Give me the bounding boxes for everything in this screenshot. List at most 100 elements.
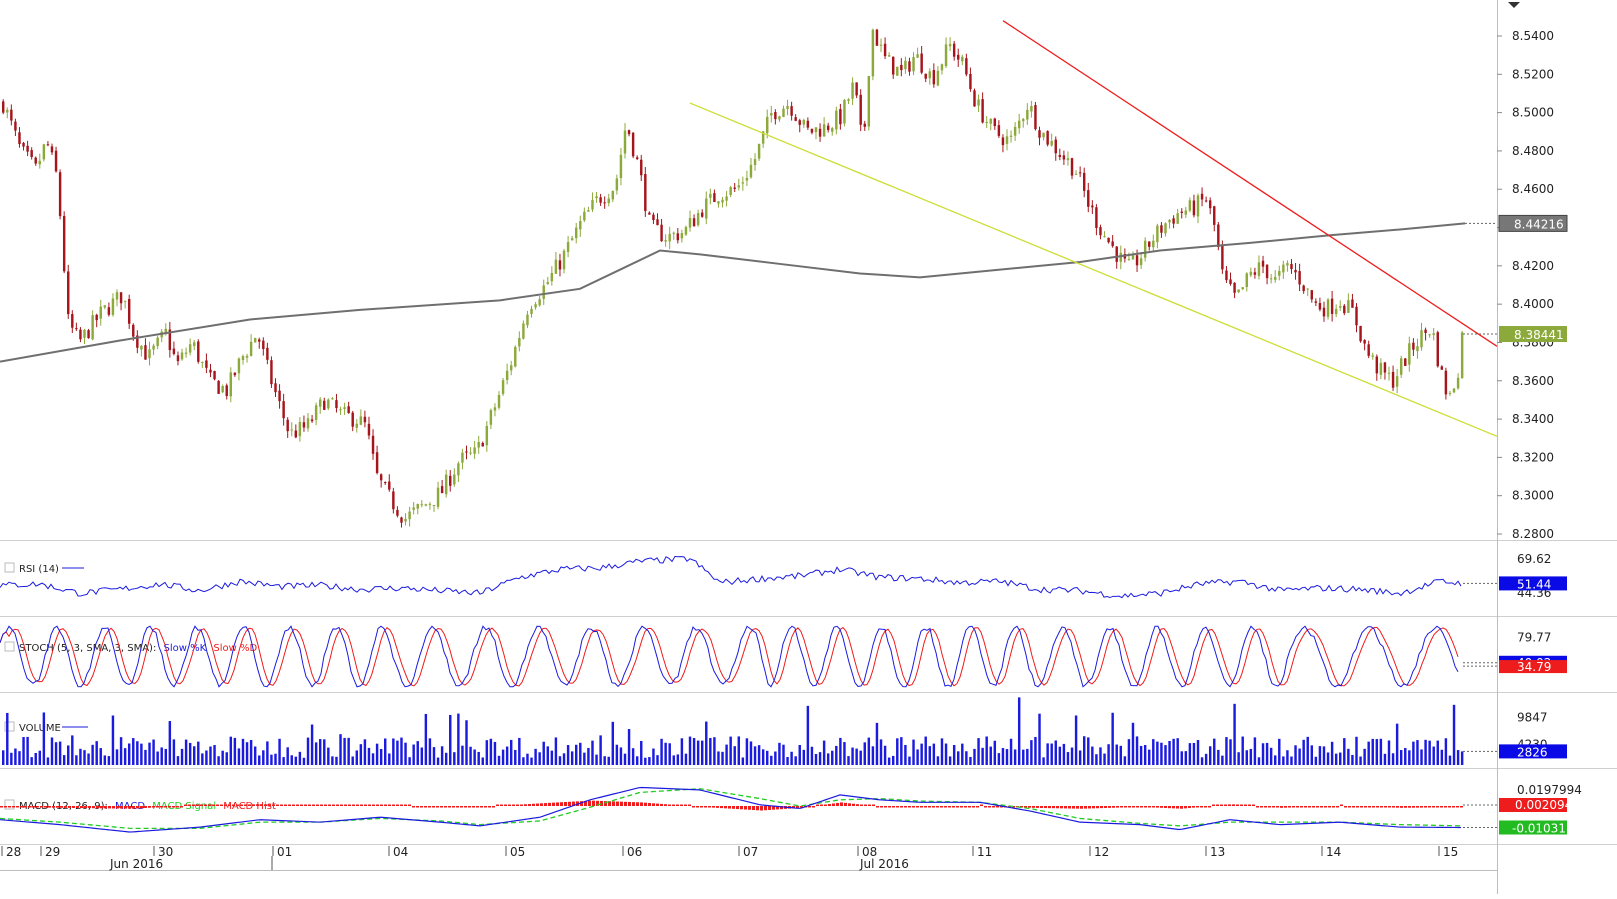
candle-body <box>1343 305 1346 314</box>
macd-hist-bar <box>52 806 55 808</box>
price-last-box <box>1499 326 1567 343</box>
candle-body <box>193 342 196 347</box>
macd-hist-bar <box>984 806 987 808</box>
macd-hist-bar <box>276 804 279 806</box>
volume-bar <box>1221 755 1224 765</box>
volume-pane[interactable]: VOLUME 984742302826 <box>2 697 1567 765</box>
macd-hist-bar <box>484 806 487 808</box>
macd-hist-bar <box>1240 804 1243 806</box>
candle-body <box>692 218 696 227</box>
candle-body <box>656 219 659 226</box>
candle-body <box>1444 370 1448 395</box>
candle-body <box>436 487 440 507</box>
stoch-tick-label: 79.77 <box>1517 631 1551 645</box>
macd-hist-bar <box>280 804 283 806</box>
collapse-arrow-icon[interactable] <box>1508 2 1520 8</box>
macd-hist-bar <box>1216 804 1219 806</box>
macd-hist-bar <box>924 806 927 808</box>
macd-hist-bar <box>640 802 643 806</box>
volume-bar <box>1062 743 1066 765</box>
volume-bar <box>514 749 517 765</box>
volume-bar <box>1314 756 1318 765</box>
macd-hist-bar <box>1236 804 1239 806</box>
candle-body <box>428 503 432 505</box>
price-tick-label: 8.2800 <box>1512 527 1554 541</box>
candle-body <box>1257 262 1261 276</box>
volume-bar <box>477 751 480 765</box>
macd-pane[interactable]: MACD (12, 26, 9): MACD MACD Signal MACD … <box>0 783 1582 836</box>
macd-hist-bar <box>736 806 739 810</box>
stoch-pane[interactable]: STOCH (5, 3, SMA, 3, SMA): Slow %K Slow … <box>0 625 1567 688</box>
trendlines[interactable] <box>689 20 1498 437</box>
candle-body <box>1351 299 1354 308</box>
volume-bar <box>680 738 684 765</box>
macd-hist-bar <box>472 806 475 808</box>
candle-body <box>493 407 497 411</box>
candle-body <box>1107 237 1110 243</box>
volume-bar <box>140 743 143 765</box>
volume-bar <box>1273 755 1277 765</box>
macd-hist-bar <box>940 806 943 808</box>
candle-body <box>587 210 590 212</box>
candle-body <box>1143 240 1147 258</box>
volume-bar <box>201 753 204 765</box>
candle-body <box>1013 126 1017 136</box>
macd-hist-bar <box>1200 806 1203 808</box>
stoch-close-icon[interactable] <box>4 641 15 652</box>
macd-hist-bar <box>488 806 491 808</box>
macd-hist-bar <box>28 806 31 808</box>
candle-body <box>497 394 501 408</box>
volume-bar <box>1391 753 1395 765</box>
volume-bar <box>481 757 484 765</box>
macd-hist-bar <box>196 804 199 806</box>
volume-bar <box>1091 746 1094 765</box>
volume-bar <box>115 749 119 765</box>
candle-body <box>1237 289 1240 293</box>
candle-body <box>1334 308 1338 315</box>
volume-bar <box>936 756 940 765</box>
price-pane[interactable]: 8.54008.52008.50008.48008.46008.44008.42… <box>0 2 1568 541</box>
volume-bar <box>1042 757 1045 765</box>
candle-body <box>696 213 700 226</box>
candle-body <box>298 421 302 437</box>
macd-hist-bar <box>856 804 859 806</box>
candle-body <box>928 71 932 79</box>
macd-hist-bar <box>748 806 751 810</box>
macd-hist-bar <box>24 806 27 808</box>
volume-bar <box>262 750 265 765</box>
candle-body <box>1326 299 1330 317</box>
volume-close-icon[interactable] <box>4 721 15 732</box>
volume-bar <box>835 745 838 765</box>
volume-bar <box>221 750 224 765</box>
macd-close-icon[interactable] <box>4 799 15 810</box>
macd-hist-bar <box>560 802 563 806</box>
volume-bar <box>461 745 464 765</box>
macd-hist-bar <box>1052 806 1055 809</box>
price-tick-label: 8.4000 <box>1512 297 1554 311</box>
volume-bar <box>570 751 574 765</box>
macd-hist-bar <box>20 806 23 808</box>
candle-body <box>640 159 643 176</box>
macd-hist-bar <box>296 804 299 806</box>
candle-body <box>1233 282 1236 293</box>
volume-bar <box>1253 737 1257 765</box>
volume-legend: VOLUME <box>4 721 88 734</box>
volume-bar <box>428 738 432 765</box>
volume-bar <box>217 756 220 765</box>
volume-bar <box>1428 740 1431 765</box>
volume-bar <box>444 752 448 765</box>
macd-hist-bar <box>108 806 111 809</box>
candle-body <box>412 507 415 510</box>
rsi-close-icon[interactable] <box>4 562 15 573</box>
macd-hist-bar <box>1292 806 1295 808</box>
macd-hist-bar <box>404 804 407 806</box>
macd-hist-bar <box>1272 806 1275 808</box>
candle-body <box>1176 213 1179 224</box>
volume-bar <box>1095 754 1098 765</box>
volume-bar <box>932 743 936 765</box>
candle-body <box>806 120 810 128</box>
volume-bar <box>1054 740 1057 765</box>
